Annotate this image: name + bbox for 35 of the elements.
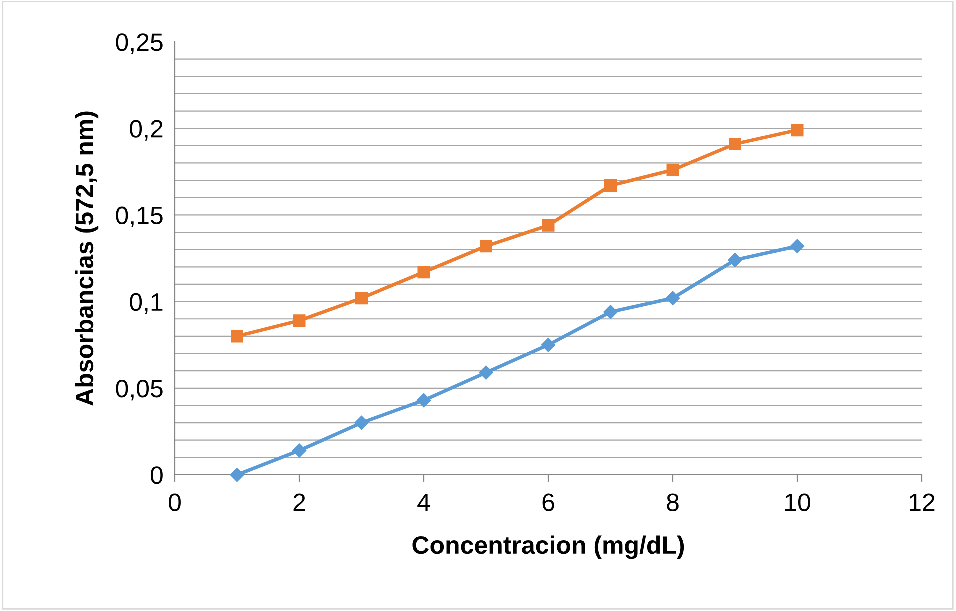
y-tick-label: 0,05 [116, 380, 163, 401]
point [293, 314, 306, 328]
point [480, 240, 492, 253]
point [416, 393, 432, 408]
point [790, 239, 805, 254]
x-tick-label: 10 [786, 494, 810, 512]
point [728, 253, 742, 268]
y-tick-label: 0,1 [130, 293, 163, 314]
x-tick-label: 4 [418, 494, 430, 512]
point [418, 266, 430, 279]
point [542, 219, 555, 232]
x-tick-label: 8 [667, 494, 679, 512]
point [479, 366, 494, 380]
point [231, 330, 244, 343]
point [354, 416, 369, 430]
point [604, 180, 617, 192]
x-tick-label: 6 [542, 494, 554, 512]
point [729, 138, 742, 150]
point [356, 292, 368, 305]
point [292, 444, 307, 458]
y-tick-label: 0,2 [130, 120, 163, 141]
y-tick-label: 0 [150, 466, 163, 484]
y-tick-label: 0,25 [116, 34, 163, 54]
x-tick-label: 12 [910, 494, 935, 512]
point [541, 338, 556, 352]
point [666, 164, 680, 176]
point [230, 468, 244, 482]
x-tick-label: 2 [294, 494, 306, 512]
point [666, 291, 680, 306]
y-tick-label: 0,15 [116, 206, 163, 228]
point [604, 305, 618, 320]
y-axis-title: Absorbancias (572,5 nm) [75, 112, 99, 406]
x-tick-label: 0 [169, 494, 181, 512]
x-axis-title: Concentracion (mg/dL) [412, 536, 684, 560]
point [791, 124, 804, 137]
